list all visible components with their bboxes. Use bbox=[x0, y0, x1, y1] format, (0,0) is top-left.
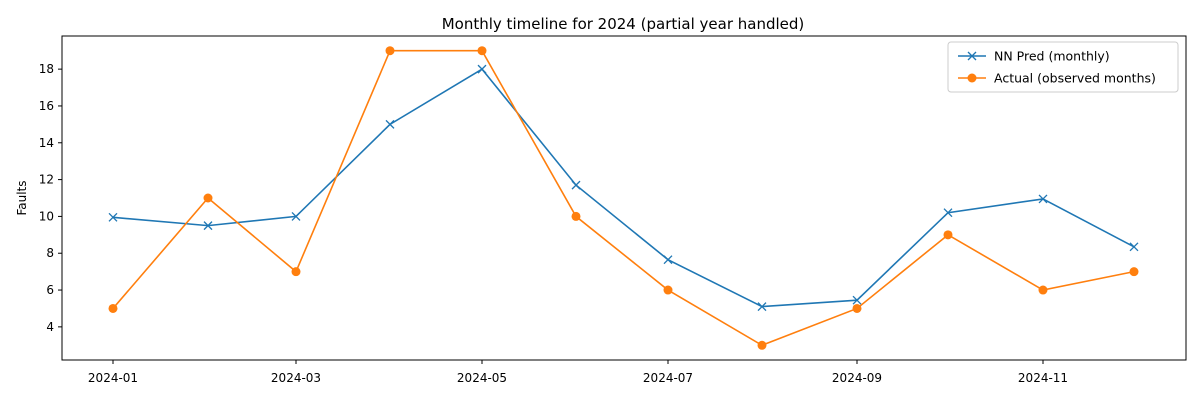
data-point-actual bbox=[852, 303, 862, 313]
series-line-actual bbox=[112, 49, 1135, 347]
marker-x-stroke bbox=[1038, 194, 1048, 204]
legend: NN Pred (monthly) Actual (observed months… bbox=[947, 41, 1179, 93]
legend-box bbox=[947, 41, 1179, 93]
legend-label: Actual (observed months) bbox=[994, 71, 1156, 86]
data-point-actual bbox=[663, 285, 673, 295]
data-point-nn-pred bbox=[203, 221, 213, 231]
y-tick-label: 14 bbox=[39, 136, 54, 150]
data-point-actual bbox=[1129, 267, 1139, 277]
data-point-nn-pred bbox=[852, 295, 862, 305]
data-point-actual bbox=[291, 267, 301, 277]
plot-area: 4 6 8 10 12 14 16 18 2024-01 2024-03 2024-05 2024-0… bbox=[39, 35, 1187, 385]
x-tick-label: 2024-07 bbox=[643, 371, 693, 385]
y-tick-label: 4 bbox=[46, 320, 54, 334]
data-point-nn-pred bbox=[1038, 194, 1048, 204]
data-point-nn-pred bbox=[943, 208, 953, 218]
x-tick-label: 2024-09 bbox=[832, 371, 882, 385]
data-point-actual bbox=[385, 46, 395, 56]
data-point-nn-pred bbox=[757, 302, 767, 312]
marker-x-stroke bbox=[757, 302, 767, 312]
marker-x-stroke bbox=[203, 221, 213, 231]
chart-title: Monthly timeline for 2024 (partial year … bbox=[442, 15, 805, 33]
x-tick-label: 2024-05 bbox=[457, 371, 507, 385]
plot-frame bbox=[61, 35, 1187, 361]
marker-x-stroke bbox=[385, 119, 395, 129]
marker-x-stroke bbox=[663, 255, 673, 265]
data-point-actual bbox=[571, 211, 581, 221]
data-point-actual bbox=[757, 340, 767, 350]
x-tick-label: 2024-11 bbox=[1018, 371, 1068, 385]
marker-x-stroke bbox=[291, 211, 301, 221]
marker-x-stroke bbox=[571, 180, 581, 190]
data-point-actual bbox=[477, 46, 487, 56]
marker-x-stroke bbox=[852, 295, 862, 305]
data-point-nn-pred bbox=[1129, 242, 1139, 252]
data-point-actual bbox=[1038, 285, 1048, 295]
data-point-nn-pred bbox=[385, 119, 395, 129]
y-tick-label: 16 bbox=[39, 99, 54, 113]
legend-entry: Actual (observed months) bbox=[958, 71, 1156, 86]
legend-marker-circle bbox=[967, 73, 977, 83]
legend-label: NN Pred (monthly) bbox=[994, 49, 1110, 64]
data-point-nn-pred bbox=[477, 64, 487, 74]
y-axis-label: Faults bbox=[15, 180, 29, 215]
y-tick-label: 6 bbox=[46, 283, 54, 297]
data-point-nn-pred bbox=[663, 255, 673, 265]
data-point-actual bbox=[203, 193, 213, 203]
series-line-nn-pred bbox=[112, 68, 1135, 308]
marker-x-stroke bbox=[943, 208, 953, 218]
legend-entry: NN Pred (monthly) bbox=[958, 49, 1110, 64]
data-point-nn-pred bbox=[108, 212, 118, 222]
x-tick-label: 2024-03 bbox=[271, 371, 321, 385]
data-point-actual bbox=[943, 230, 953, 240]
data-point-actual bbox=[108, 303, 118, 313]
y-tick-label: 18 bbox=[39, 62, 54, 76]
y-tick-label: 8 bbox=[46, 246, 54, 260]
y-tick-label: 12 bbox=[39, 173, 54, 187]
marker-x-stroke bbox=[108, 212, 118, 222]
legend-marker-x bbox=[967, 51, 977, 61]
data-point-nn-pred bbox=[571, 180, 581, 190]
x-tick-label: 2024-01 bbox=[88, 371, 138, 385]
y-tick-label: 10 bbox=[39, 209, 54, 223]
marker-x-stroke bbox=[477, 64, 487, 74]
data-point-nn-pred bbox=[291, 211, 301, 221]
marker-x-stroke bbox=[1129, 242, 1139, 252]
